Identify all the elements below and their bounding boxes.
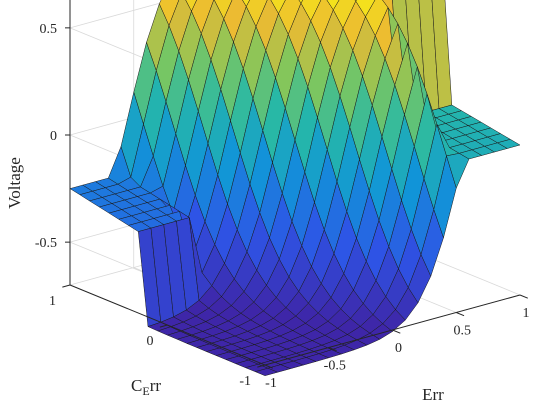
y-axis-label: CErr bbox=[131, 376, 161, 398]
z-tick-label: 0.5 bbox=[40, 22, 58, 37]
surface-patch bbox=[185, 0, 197, 12]
y-tick-label: 0 bbox=[147, 334, 154, 349]
surface-patch bbox=[214, 0, 233, 20]
x-tick-mark bbox=[519, 294, 528, 299]
surface-layer bbox=[69, 0, 521, 376]
y-tick-label: -1 bbox=[239, 374, 251, 389]
x-axis-label: Err bbox=[422, 385, 444, 404]
y-tick-mark bbox=[159, 324, 168, 328]
surface-patch bbox=[326, 0, 340, 11]
y-tick-label: 1 bbox=[49, 294, 56, 309]
z-tick-label: -0.5 bbox=[35, 236, 57, 251]
y-tick-mark bbox=[257, 364, 266, 368]
x-tick-label: 0.5 bbox=[454, 324, 472, 339]
x-tick-label: -0.5 bbox=[324, 359, 346, 374]
x-tick-mark bbox=[264, 364, 273, 369]
z-tick-label: 0 bbox=[50, 129, 57, 144]
surface-patch bbox=[270, 0, 286, 14]
tick-layer: -1 -0.5 0 0.5 1 -1 0 1 -0.5 0 0.5 bbox=[35, 22, 530, 391]
grid-line bbox=[69, 0, 173, 29]
x-tick-mark bbox=[392, 329, 401, 334]
surface-patch bbox=[242, 0, 251, 7]
x-tick-label: -1 bbox=[265, 376, 277, 391]
x-tick-label: 0 bbox=[395, 341, 402, 356]
z-axis-label: Voltage bbox=[5, 157, 24, 209]
surface-patch bbox=[497, 139, 521, 149]
surface-patch bbox=[298, 0, 304, 4]
y-tick-mark bbox=[62, 284, 71, 288]
x-tick-mark bbox=[328, 347, 337, 352]
x-tick-label: 1 bbox=[523, 306, 530, 321]
x-tick-mark bbox=[456, 312, 465, 317]
